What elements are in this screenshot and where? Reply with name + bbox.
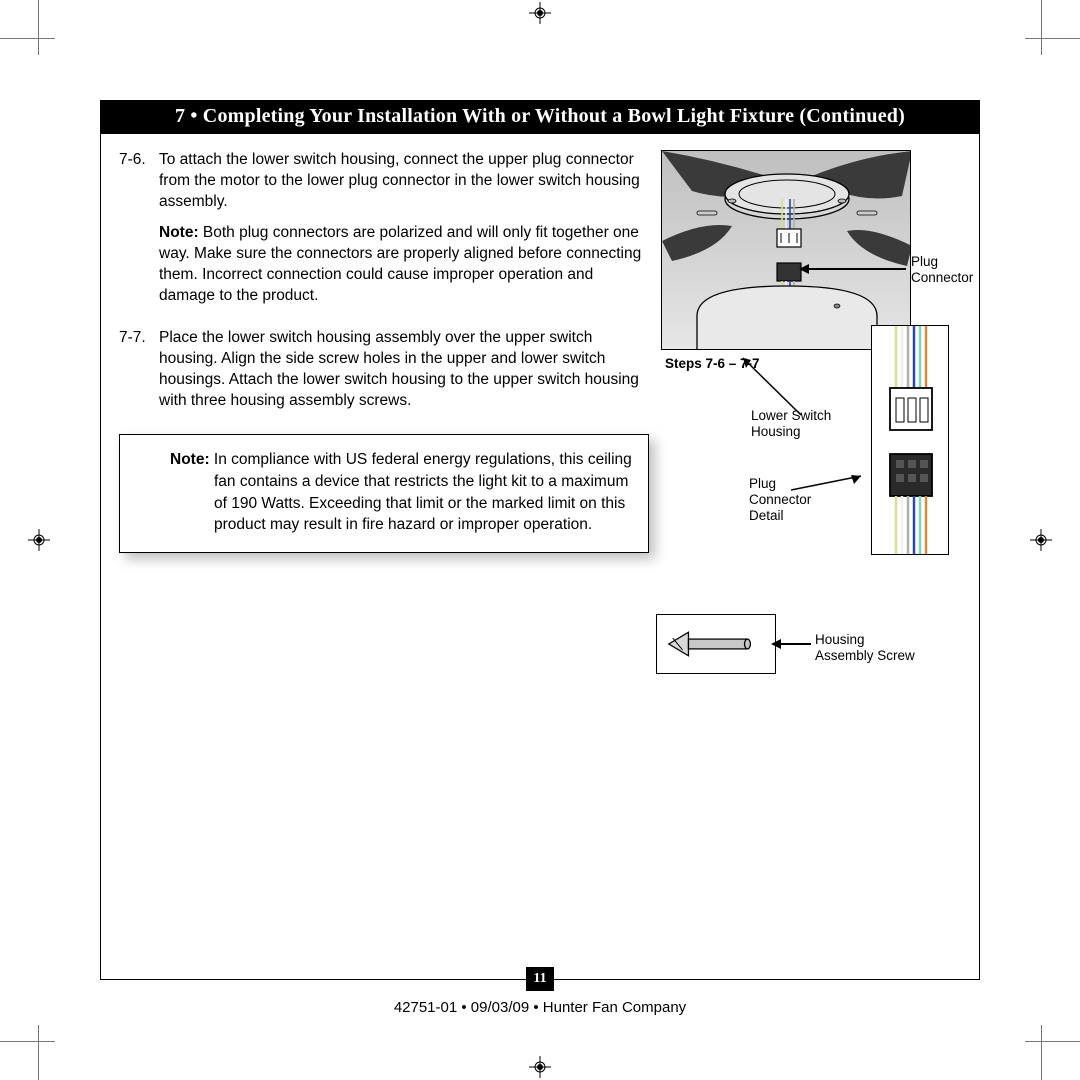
note-text: In compliance with US federal energy reg… xyxy=(210,451,632,533)
step-note: Note: Both plug connectors are polarized… xyxy=(159,223,649,307)
instruction-column: 7-6. To attach the lower switch housing,… xyxy=(119,150,649,553)
fan-housing-illustration xyxy=(661,150,911,350)
compliance-note-box: Note: In compliance with US federal ener… xyxy=(119,434,649,553)
callout-plug-connector: Plug Connector xyxy=(911,254,973,286)
housing-screw-illustration xyxy=(656,614,776,674)
page-number: 11 xyxy=(526,967,554,991)
step-number: 7-6. xyxy=(119,150,159,316)
step-7-7: 7-7. Place the lower switch housing asse… xyxy=(119,328,649,422)
manual-page: 7 • Completing Your Installation With or… xyxy=(100,100,980,980)
step-7-6: 7-6. To attach the lower switch housing,… xyxy=(119,150,649,316)
step-text: To attach the lower switch housing, conn… xyxy=(159,150,649,213)
registration-mark-icon xyxy=(529,1056,551,1078)
registration-mark-icon xyxy=(529,2,551,24)
section-title: 7 • Completing Your Installation With or… xyxy=(101,101,979,134)
callout-plug-connector-detail: Plug Connector Detail xyxy=(749,476,811,525)
callout-lower-switch-housing: Lower Switch Housing xyxy=(751,408,831,440)
callout-housing-assembly-screw: Housing Assembly Screw xyxy=(815,632,915,664)
figure-steps-7-6-7-7: Steps 7-6 – 7-7 Plug Connector Lower Swi… xyxy=(661,150,961,371)
registration-mark-icon xyxy=(1030,529,1052,551)
page-footer: 42751-01 • 09/03/09 • Hunter Fan Company xyxy=(101,999,979,1016)
registration-mark-icon xyxy=(28,529,50,551)
step-number: 7-7. xyxy=(119,328,159,422)
step-text: Place the lower switch housing assembly … xyxy=(159,328,649,412)
plug-connector-detail-illustration xyxy=(871,325,949,555)
note-label: Note: xyxy=(170,451,210,468)
